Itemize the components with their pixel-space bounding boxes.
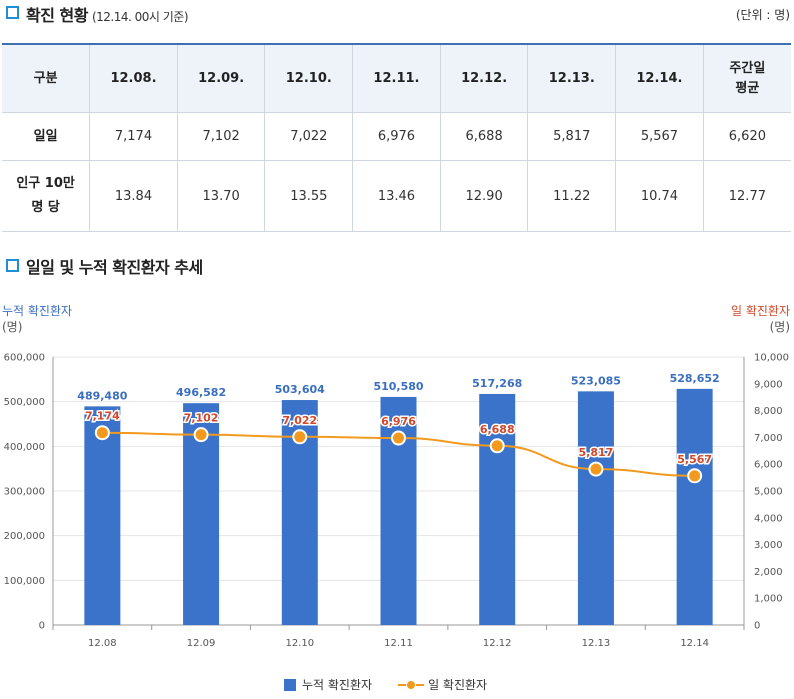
table-cell: 13.70 xyxy=(176,160,266,232)
unit-note: (단위 : 명) xyxy=(735,8,790,22)
bar xyxy=(676,388,713,625)
status-table: 구분 12.08. 12.09. 12.10. 12.11. 12.12. 12… xyxy=(2,43,791,232)
line-value-label: 5,567 xyxy=(677,453,712,466)
table-cell: 13.84 xyxy=(89,160,178,232)
table-cell: 6,620 xyxy=(702,112,791,161)
status-title-text: 확진 현황 xyxy=(26,6,88,25)
left-tick-label: 600,000 xyxy=(4,353,45,364)
right-tick-label: 5,000 xyxy=(754,487,783,498)
bar xyxy=(479,393,516,625)
section-icon xyxy=(6,6,19,19)
row-label-line: 인구 10만 xyxy=(16,176,75,191)
header-line: 평균 xyxy=(735,80,760,96)
line-point xyxy=(391,430,406,446)
line-value-label: 7,102 xyxy=(184,412,219,425)
x-tick-label: 12.09 xyxy=(187,638,216,649)
right-tick-label: 2,000 xyxy=(754,567,783,578)
row-label-line: 명 당 xyxy=(31,200,60,215)
table-header-cell: 12.13. xyxy=(527,43,617,113)
bar-value-label: 503,604 xyxy=(275,383,325,396)
bar-value-label: 528,652 xyxy=(670,372,720,385)
table-cell: 6,976 xyxy=(352,112,441,161)
line-value-label: 6,688 xyxy=(480,423,515,436)
right-axis-unit: (명) xyxy=(769,320,790,334)
legend-line-swatch xyxy=(398,679,425,691)
right-tick-label: 7,000 xyxy=(754,433,783,444)
left-tick-label: 0 xyxy=(39,621,45,632)
bar-value-label: 517,268 xyxy=(472,377,522,390)
table-row-per-100k: 인구 10만 명 당 13.84 13.70 13.55 13.46 12.90… xyxy=(2,160,791,232)
line-value-label: 6,976 xyxy=(381,415,416,428)
section-title-status: 확진 현황 (12.14. 00시 기준) xyxy=(26,2,189,26)
line-point xyxy=(193,427,209,443)
table-cell: 7,174 xyxy=(89,112,178,161)
bar xyxy=(577,391,614,625)
x-tick-label: 12.12 xyxy=(483,638,512,649)
table-cell: 12.90 xyxy=(439,160,529,232)
right-tick-label: 0 xyxy=(754,621,760,632)
table-header-row: 구분 12.08. 12.09. 12.10. 12.11. 12.12. 12… xyxy=(2,43,791,113)
left-axis-title: 누적 확진환자 (명) xyxy=(2,303,72,335)
chart-legend: 누적 확진환자 일 확진환자 xyxy=(284,676,487,693)
left-tick-label: 200,000 xyxy=(4,531,45,542)
table-row-daily: 일일 7,174 7,102 7,022 6,976 6,688 5,817 5… xyxy=(2,112,791,161)
table-cell: 5,567 xyxy=(615,112,704,161)
section-icon xyxy=(6,259,19,272)
table-header-cell: 12.11. xyxy=(352,43,441,113)
x-tick-label: 12.11 xyxy=(384,638,413,649)
right-tick-label: 10,000 xyxy=(754,353,789,364)
table-header-cell: 12.08. xyxy=(89,43,178,113)
right-tick-label: 6,000 xyxy=(754,460,783,471)
bar-value-label: 510,580 xyxy=(373,380,423,393)
left-axis-title-text: 누적 확진환자 xyxy=(2,304,73,318)
line-point xyxy=(588,461,604,477)
legend-bar-swatch xyxy=(284,678,296,691)
section-title-trend: 일일 및 누적 확진환자 추세 xyxy=(26,258,203,277)
right-tick-label: 3,000 xyxy=(754,540,783,551)
left-tick-label: 400,000 xyxy=(4,442,45,453)
left-tick-label: 100,000 xyxy=(4,576,45,587)
left-tick-label: 300,000 xyxy=(4,487,45,498)
line-value-label: 7,022 xyxy=(282,414,317,427)
right-tick-label: 4,000 xyxy=(754,513,783,524)
right-axis-title-text: 일 확진환자 xyxy=(730,304,790,318)
right-tick-label: 8,000 xyxy=(754,406,783,417)
bar-value-label: 489,480 xyxy=(77,389,127,402)
row-label: 일일 xyxy=(2,112,91,161)
right-tick-label: 9,000 xyxy=(754,379,783,390)
status-basis-note: (12.14. 00시 기준) xyxy=(91,10,189,24)
left-tick-label: 500,000 xyxy=(4,397,45,408)
bar xyxy=(84,406,121,625)
line-value-label: 5,817 xyxy=(579,446,614,459)
table-header-cell: 12.12. xyxy=(439,43,529,113)
bar-value-label: 523,085 xyxy=(571,374,621,387)
left-axis-unit: (명) xyxy=(2,320,23,334)
table-cell: 10.74 xyxy=(615,160,704,232)
table-cell: 13.55 xyxy=(264,160,354,232)
table-cell: 5,817 xyxy=(527,112,617,161)
table-cell: 12.77 xyxy=(702,160,791,232)
line-point xyxy=(292,429,308,445)
legend-line-label: 일 확진환자 xyxy=(428,678,488,692)
x-tick-label: 12.14 xyxy=(680,638,709,649)
bar-value-label: 496,582 xyxy=(176,386,226,399)
table-cell: 7,102 xyxy=(176,112,266,161)
right-axis-title: 일 확진환자 (명) xyxy=(731,303,790,335)
x-tick-label: 12.13 xyxy=(582,638,611,649)
line-point xyxy=(489,438,505,454)
line-point xyxy=(687,468,703,484)
table-header-cell: 12.09. xyxy=(176,43,266,113)
x-tick-label: 12.08 xyxy=(88,638,117,649)
table-header-cell: 구분 xyxy=(2,43,91,113)
header-line: 주간일 xyxy=(729,60,766,76)
right-tick-label: 1,000 xyxy=(754,594,783,605)
row-label: 인구 10만 명 당 xyxy=(2,160,91,232)
line-value-label: 7,174 xyxy=(85,410,120,423)
x-tick-label: 12.10 xyxy=(285,638,314,649)
legend-bar-label: 누적 확진환자 xyxy=(302,678,373,692)
line-point xyxy=(94,425,110,441)
